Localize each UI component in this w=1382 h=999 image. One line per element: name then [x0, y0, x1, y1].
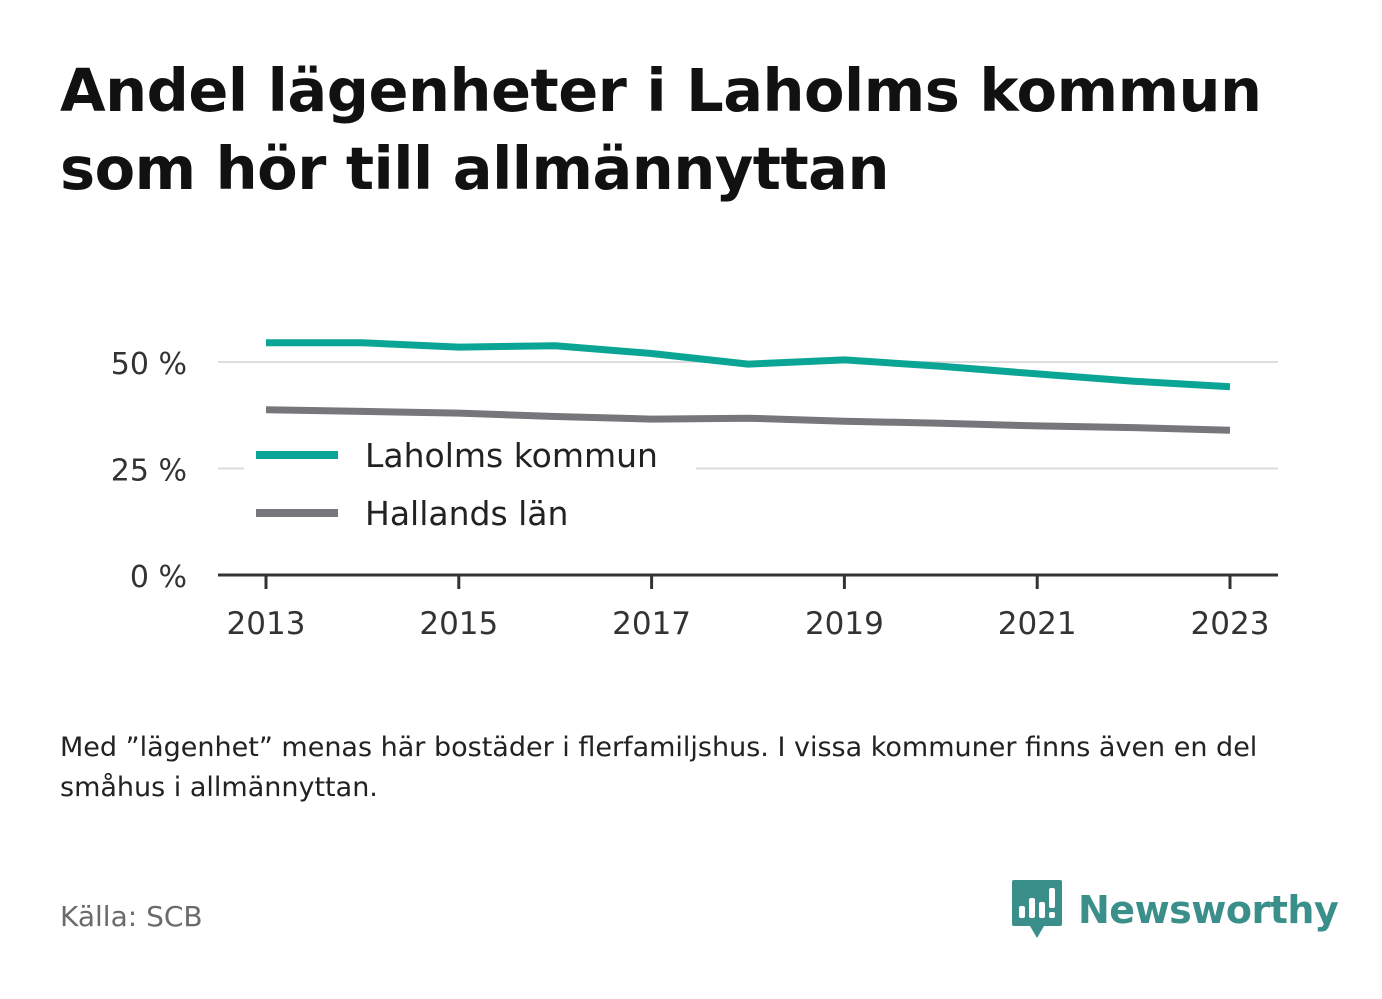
bar-chart-speech-bubble-icon [1012, 880, 1062, 938]
x-axis [218, 573, 1278, 589]
series-line-2 [265, 406, 1231, 434]
x-tick-label: 2013 [227, 606, 306, 642]
y-tick-label: 25 % [111, 454, 187, 489]
x-tick-label: 2023 [1191, 606, 1270, 642]
legend: Laholms kommun Hallands län [244, 425, 696, 543]
legend-label-2: Hallands län [365, 494, 568, 533]
x-tick-label: 2015 [419, 606, 498, 642]
chart-title: Andel lägenheter i Laholms kommun som hö… [60, 56, 1262, 203]
legend-label-1: Laholms kommun [365, 436, 658, 475]
series-lines [265, 339, 1231, 434]
y-tick-label: 0 % [130, 560, 187, 595]
x-tick-label: 2019 [805, 606, 884, 642]
y-axis-tick-labels: 0 % 25 % 50 % [111, 347, 187, 595]
chart-note: Med ”lägenhet” menas här bostäder i fler… [60, 732, 1258, 803]
series-line-1 [266, 339, 1231, 391]
source-label: Källa: SCB [60, 900, 203, 933]
x-tick-label: 2017 [612, 606, 691, 642]
brand-logo[interactable]: Newsworthy [1010, 878, 1339, 942]
brand-name: Newsworthy [1078, 888, 1339, 932]
line-chart: 0 % 25 % 50 % 2013 2015 2017 2019 2021 2023 Lah… [111, 339, 1278, 642]
x-tick-label: 2021 [998, 606, 1077, 642]
legend-background [244, 425, 696, 543]
y-tick-label: 50 % [111, 347, 187, 382]
x-axis-tick-labels: 2013 2015 2017 2019 2021 2023 [227, 606, 1270, 642]
